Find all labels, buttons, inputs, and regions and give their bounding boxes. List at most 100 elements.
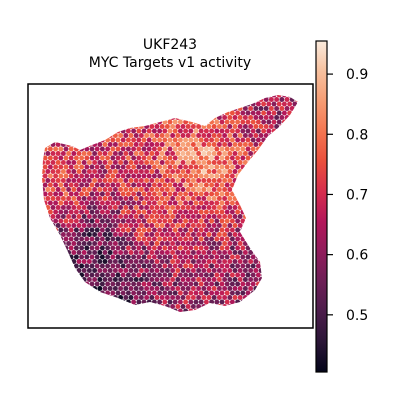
spot (294, 232, 298, 237)
spot (224, 101, 230, 107)
spot (222, 115, 228, 120)
spot (159, 295, 165, 300)
spot (164, 133, 170, 138)
spot (294, 115, 298, 120)
spot (81, 187, 87, 192)
spot (94, 119, 100, 125)
spot (203, 299, 209, 305)
spot (118, 313, 123, 318)
spot (219, 119, 225, 125)
spot (71, 115, 77, 120)
spot (55, 115, 61, 120)
spot (237, 250, 243, 255)
spot (222, 205, 228, 210)
spot (138, 241, 144, 246)
spot (211, 259, 217, 264)
spot (55, 241, 61, 246)
spot (149, 277, 155, 282)
spot (242, 142, 248, 147)
spot (245, 236, 251, 242)
spot (209, 299, 215, 305)
spot (73, 119, 79, 125)
spot (136, 308, 142, 312)
spot (123, 124, 129, 129)
spot (94, 308, 100, 312)
spot (162, 146, 168, 152)
spot (71, 268, 77, 273)
spot (201, 205, 207, 210)
spot (237, 304, 243, 309)
spot (224, 173, 230, 179)
spot (79, 245, 85, 251)
spot (276, 209, 282, 215)
spot (123, 295, 129, 300)
spot (42, 101, 48, 107)
spot (79, 182, 85, 188)
spot (50, 169, 56, 174)
spot (159, 187, 165, 192)
spot (112, 115, 118, 120)
spot (245, 200, 251, 206)
spot (177, 173, 183, 179)
spot (214, 254, 220, 260)
spot (268, 106, 274, 111)
spot (229, 200, 235, 206)
spot (105, 164, 111, 170)
spot (276, 128, 282, 134)
spot (154, 259, 160, 264)
spot (89, 128, 95, 134)
spot (45, 142, 51, 147)
spot (138, 169, 144, 174)
spot (133, 178, 139, 183)
spot (50, 196, 56, 201)
spot (289, 196, 295, 201)
spot (84, 218, 90, 224)
spot (183, 227, 189, 233)
spot (76, 304, 82, 309)
spot (84, 209, 90, 215)
spot (89, 191, 95, 197)
spot (206, 214, 212, 219)
spot (105, 245, 111, 251)
spot (107, 304, 113, 309)
spot (229, 128, 235, 134)
spot (266, 254, 272, 260)
spot (185, 277, 191, 282)
spot (261, 281, 267, 287)
spot (203, 95, 209, 98)
spot (245, 110, 251, 116)
spot (206, 196, 212, 201)
spot (281, 137, 287, 143)
spot (297, 299, 298, 305)
spot (128, 286, 134, 291)
spot (136, 191, 142, 197)
spot (232, 169, 238, 174)
spot (261, 263, 267, 269)
spot (141, 110, 147, 116)
spot (292, 290, 298, 296)
spot (92, 178, 98, 183)
spot (255, 263, 261, 269)
spot (237, 223, 243, 228)
spot (154, 304, 160, 309)
spot (84, 236, 90, 242)
spot (245, 227, 251, 233)
spot (203, 218, 209, 224)
spot (232, 277, 238, 282)
spot (73, 218, 79, 224)
spot (250, 182, 256, 188)
spot (196, 268, 202, 273)
spot (159, 277, 165, 282)
spot (232, 268, 238, 273)
spot (120, 191, 126, 197)
spot (240, 110, 246, 116)
spot (292, 200, 298, 206)
spot (149, 160, 155, 165)
spot (201, 178, 207, 183)
spot (53, 110, 59, 116)
spot (97, 205, 103, 210)
spot (50, 151, 56, 156)
spot (198, 137, 204, 143)
spot (131, 95, 137, 98)
spot (55, 232, 61, 237)
